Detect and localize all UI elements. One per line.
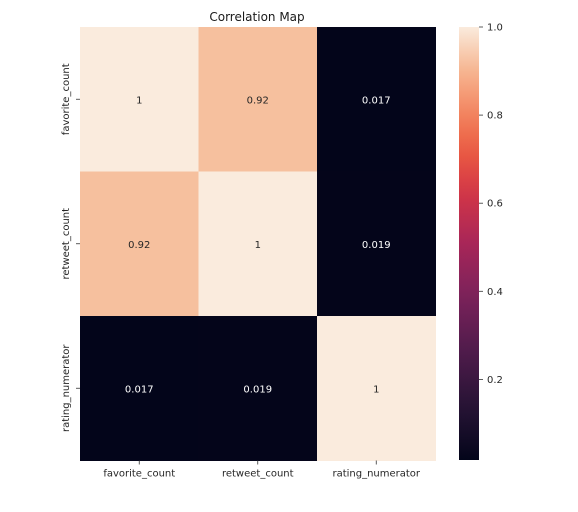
heatmap-cell-r2-c2 [317, 316, 436, 461]
heatmap-cell-r2-c0 [80, 316, 199, 461]
heatmap-annotations: 1 0.92 0.017 0.92 1 0.019 0.017 0.019 1 [125, 95, 391, 395]
cell-annotation-r0-c2: 0.017 [362, 95, 391, 106]
heatmap-cell-r0-c1 [198, 27, 318, 172]
y-tick-label: favorite_count [61, 63, 72, 135]
cell-annotation-r2-c0: 0.017 [125, 384, 154, 395]
heatmap-cell-r1-c1 [198, 171, 318, 317]
cell-annotation-r0-c0: 1 [136, 95, 142, 106]
heatmap-cell-r2-c1 [198, 316, 318, 461]
colorbar-tick-label: 0.4 [487, 287, 503, 298]
x-tick-label: retweet_count [222, 469, 294, 480]
colorbar-tick-label: 0.2 [487, 375, 503, 386]
colorbar-axis: 0.2 0.4 0.6 0.8 1.0 [479, 23, 503, 386]
heatmap-cell-r1-c0 [80, 171, 199, 317]
x-tick-label: rating_numerator [332, 469, 420, 480]
x-axis: favorite_count retweet_count rating_numera… [103, 460, 421, 480]
cell-annotation-r2-c2: 1 [373, 384, 379, 395]
heatmap-cell-r0-c0 [80, 27, 199, 172]
cell-annotation-r0-c1: 0.92 [247, 95, 269, 106]
cell-annotation-r2-c1: 0.019 [243, 384, 272, 395]
colorbar-tick-label: 0.6 [487, 199, 503, 210]
heatmap-cells [80, 27, 436, 461]
colorbar [459, 27, 479, 460]
cell-annotation-r1-c2: 0.019 [362, 240, 391, 251]
colorbar-tick-label: 0.8 [487, 111, 503, 122]
chart-title: Correlation Map [209, 10, 304, 24]
x-tick-label: favorite_count [103, 469, 175, 480]
cell-annotation-r1-c0: 0.92 [128, 240, 150, 251]
y-tick-label: retweet_count [61, 208, 72, 280]
colorbar-tick-label: 1.0 [487, 23, 503, 34]
y-axis: favorite_count retweet_count rating_numera… [61, 63, 80, 432]
heatmap-cell-r1-c2 [317, 171, 436, 317]
y-tick-label: rating_numerator [61, 344, 72, 432]
heatmap-cell-r0-c2 [317, 27, 436, 172]
cell-annotation-r1-c1: 1 [255, 240, 261, 251]
